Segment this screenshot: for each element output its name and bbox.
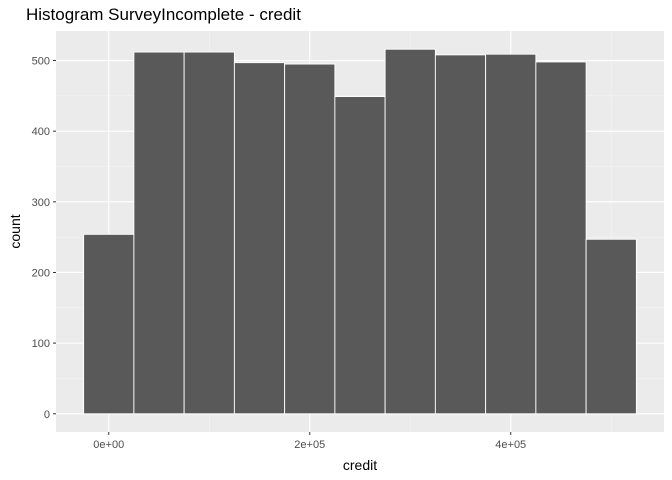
chart-title: Histogram SurveyIncomplete - credit — [26, 5, 301, 24]
histogram-bar — [284, 63, 336, 415]
y-tick-label: 100 — [32, 338, 50, 350]
histogram-bar — [384, 48, 436, 415]
histogram-bar — [585, 238, 637, 415]
y-tick-label: 0 — [44, 409, 50, 421]
histogram-bar — [183, 51, 235, 415]
histogram-bars — [83, 48, 637, 415]
y-tick-label: 300 — [32, 197, 50, 209]
histogram-bar — [133, 51, 185, 415]
x-tick-label: 0e+00 — [93, 439, 124, 451]
y-tick-label: 400 — [32, 126, 50, 138]
y-tick-label: 500 — [32, 56, 50, 68]
histogram-bar — [233, 62, 286, 415]
y-axis: 0 100 200 300 400 500 — [32, 56, 56, 421]
x-axis: 0e+00 2e+05 4e+05 — [93, 432, 526, 451]
histogram-bar — [535, 61, 587, 415]
x-tick-label: 2e+05 — [294, 439, 325, 451]
histogram-bar — [434, 54, 487, 415]
histogram-bar — [334, 96, 386, 415]
histogram-bar — [485, 53, 537, 415]
y-axis-title: count — [7, 214, 23, 248]
y-tick-label: 200 — [32, 267, 50, 279]
x-axis-title: credit — [343, 457, 377, 473]
histogram-bar — [83, 233, 135, 415]
x-tick-label: 4e+05 — [495, 439, 526, 451]
